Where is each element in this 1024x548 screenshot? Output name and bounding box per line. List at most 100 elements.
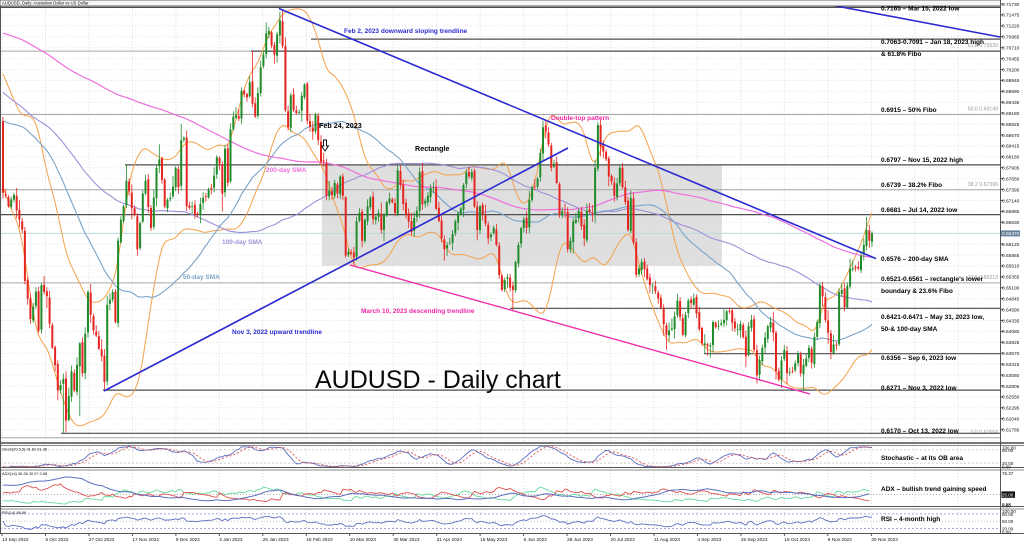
svg-text:50.00: 50.00 (1002, 519, 1014, 524)
svg-text:0.61785: 0.61785 (1002, 427, 1020, 433)
svg-text:0.71475: 0.71475 (1002, 13, 1020, 19)
svg-text:0.63825: 0.63825 (1002, 340, 1020, 346)
svg-text:0.6797 – Nov 15, 2022 high: 0.6797 – Nov 15, 2022 high (881, 157, 963, 164)
svg-text:0.6915 – 50% Fibo: 0.6915 – 50% Fibo (881, 107, 937, 114)
svg-text:4 Sep 2023: 4 Sep 2023 (697, 537, 721, 542)
svg-text:0.62295: 0.62295 (1002, 406, 1020, 412)
svg-text:26 Sep 2023: 26 Sep 2023 (741, 537, 768, 542)
svg-text:boundary & 23.6% Fibo: boundary & 23.6% Fibo (881, 288, 953, 295)
svg-text:Stoch(20,5,5) 91.62 91.36: Stoch(20,5,5) 91.62 91.36 (2, 447, 47, 452)
svg-text:Nov 3, 2022 upward trendline: Nov 3, 2022 upward trendline (232, 329, 322, 336)
svg-text:6 Jun 2023: 6 Jun 2023 (524, 537, 548, 542)
svg-text:0.64080: 0.64080 (1002, 329, 1020, 335)
svg-text:AUDUSD - Daily chart: AUDUSD - Daily chart (315, 366, 561, 394)
svg-text:0.71730: 0.71730 (1002, 2, 1020, 8)
svg-text:March 10, 2023 descending tren: March 10, 2023 descending trendline (361, 308, 475, 315)
svg-text:0.67905: 0.67905 (1002, 166, 1020, 172)
svg-text:0.63570: 0.63570 (1002, 351, 1020, 357)
svg-text:0.71220: 0.71220 (1002, 24, 1020, 30)
svg-text:0.6356 – Sep 6, 2023 low: 0.6356 – Sep 6, 2023 low (881, 355, 957, 362)
svg-text:200-day SMA: 200-day SMA (266, 167, 307, 174)
svg-text:0.67395: 0.67395 (1002, 187, 1020, 193)
svg-text:0.64590: 0.64590 (1002, 307, 1020, 313)
svg-text:0.68160: 0.68160 (1002, 155, 1020, 161)
svg-text:0.70455: 0.70455 (1002, 56, 1020, 62)
svg-text:0.6421-0.6471 – May 31, 2023 l: 0.6421-0.6471 – May 31, 2023 low, (881, 314, 984, 321)
svg-text:25 Jan 2023: 25 Jan 2023 (263, 537, 289, 542)
svg-text:0.70965: 0.70965 (1002, 35, 1020, 41)
svg-text:0.66885: 0.66885 (1002, 209, 1020, 215)
svg-text:0.63060: 0.63060 (1002, 373, 1020, 379)
svg-text:Rectangle: Rectangle (415, 144, 449, 153)
svg-text:27 Oct 2022: 27 Oct 2022 (89, 537, 115, 542)
svg-text:0.70710: 0.70710 (1002, 46, 1020, 52)
svg-text:0.69945: 0.69945 (1002, 78, 1020, 84)
svg-text:61.8 0.70630: 61.8 0.70630 (968, 43, 998, 49)
svg-text:20.00: 20.00 (1002, 461, 1014, 466)
svg-text:18 Oct 2023: 18 Oct 2023 (784, 537, 810, 542)
svg-text:100.00: 100.00 (1002, 446, 1016, 451)
svg-text:50-& 100-day SMA: 50-& 100-day SMA (881, 326, 938, 333)
svg-text:AUDUSD, Daily: Australian Dol: AUDUSD, Daily: Australian Dollar vs US D… (2, 1, 89, 6)
svg-text:80.00: 80.00 (1002, 448, 1014, 453)
svg-text:0.00: 0.00 (1002, 504, 1011, 509)
svg-text:100.00: 100.00 (1002, 509, 1016, 514)
svg-text:ADX – bullish trend gaining sp: ADX – bullish trend gaining speed (881, 486, 986, 493)
svg-text:0.6271 – Nov 3, 2022 low: 0.6271 – Nov 3, 2022 low (881, 385, 957, 392)
svg-text:17 Nov 2022: 17 Nov 2022 (132, 537, 159, 542)
svg-text:5 Oct 2022: 5 Oct 2022 (46, 537, 69, 542)
svg-text:0.65610: 0.65610 (1002, 264, 1020, 270)
svg-text:80.00: 80.00 (1002, 512, 1014, 517)
svg-text:0.68670: 0.68670 (1002, 133, 1020, 139)
svg-text:0.65865: 0.65865 (1002, 253, 1020, 259)
svg-text:0.62040: 0.62040 (1002, 417, 1020, 423)
svg-text:0.66370: 0.66370 (1002, 231, 1020, 237)
svg-text:30 Nov 2023: 30 Nov 2023 (871, 537, 898, 542)
svg-text:0.00: 0.00 (1002, 530, 1011, 535)
svg-text:0.62805: 0.62805 (1002, 384, 1020, 390)
svg-text:Feb 24, 2023: Feb 24, 2023 (319, 121, 362, 130)
svg-text:25.00: 25.00 (1002, 493, 1014, 498)
svg-text:0.6576 – 200-day SMA: 0.6576 – 200-day SMA (881, 256, 949, 263)
svg-text:9 Nov 2023: 9 Nov 2023 (828, 537, 852, 542)
svg-text:0.70200: 0.70200 (1002, 67, 1020, 73)
svg-text:3 Jan 2023: 3 Jan 2023 (219, 537, 243, 542)
svg-text:0.6681 – Jul 14, 2022 low: 0.6681 – Jul 14, 2022 low (881, 207, 958, 214)
svg-text:0.67650: 0.67650 (1002, 176, 1020, 182)
svg-text:Feb 2, 2023 downward sloping t: Feb 2, 2023 downward sloping trendline (344, 28, 468, 35)
svg-text:& 61.8% Fibo: & 61.8% Fibo (881, 51, 921, 58)
svg-text:38.2 0.67390: 38.2 0.67390 (968, 182, 998, 188)
svg-text:28 Jun 2023: 28 Jun 2023 (567, 537, 593, 542)
svg-text:0.68415: 0.68415 (1002, 144, 1020, 150)
svg-text:0.6521-0.6561 – rectangle’s lo: 0.6521-0.6561 – rectangle’s lower (881, 276, 983, 283)
svg-text:100-day SMA: 100-day SMA (222, 239, 263, 246)
svg-text:0.64335: 0.64335 (1002, 318, 1020, 324)
svg-text:16 Feb 2023: 16 Feb 2023 (306, 537, 333, 542)
svg-text:0.00: 0.00 (1002, 465, 1011, 470)
svg-text:0.66120: 0.66120 (1002, 242, 1020, 248)
svg-text:0.63315: 0.63315 (1002, 362, 1020, 368)
svg-text:ADX(14) 36.38 30.07 0.58: ADX(14) 36.38 30.07 0.58 (2, 471, 47, 476)
svg-text:0.65100: 0.65100 (1002, 286, 1020, 292)
svg-text:0.6739 – 38.2% Fibo: 0.6739 – 38.2% Fibo (881, 182, 942, 189)
svg-text:0.65355: 0.65355 (1002, 275, 1020, 281)
svg-text:0.69690: 0.69690 (1002, 89, 1020, 95)
svg-text:Stochastic – at its OB area: Stochastic – at its OB area (881, 455, 963, 462)
svg-text:9 Dec 2022: 9 Dec 2022 (176, 537, 200, 542)
svg-text:0.66630: 0.66630 (1002, 220, 1020, 226)
svg-text:0.6170 – Oct 13, 2022 low: 0.6170 – Oct 13, 2022 low (881, 428, 960, 435)
svg-text:20.00: 20.00 (1002, 527, 1014, 532)
svg-text:0.69180: 0.69180 (1002, 111, 1020, 117)
svg-text:30 Mar 2023: 30 Mar 2023 (393, 537, 420, 542)
svg-text:21 Apr 2023: 21 Apr 2023 (437, 537, 463, 542)
svg-text:76.37: 76.37 (1002, 471, 1014, 476)
svg-text:0.64845: 0.64845 (1002, 297, 1020, 303)
svg-text:0.7063-0.7091 – Jan 18, 2023 h: 0.7063-0.7091 – Jan 18, 2023 high (881, 39, 984, 46)
svg-text:0.69435: 0.69435 (1002, 100, 1020, 106)
svg-text:Double-top pattern: Double-top pattern (551, 115, 609, 122)
svg-text:RSI(14) 66.89: RSI(14) 66.89 (2, 510, 26, 515)
svg-text:0.62550: 0.62550 (1002, 395, 1020, 401)
svg-text:15 May 2023: 15 May 2023 (480, 537, 507, 542)
svg-text:0.67140: 0.67140 (1002, 198, 1020, 204)
svg-text:0.7165 – Mar 15, 2022 low: 0.7165 – Mar 15, 2022 low (881, 6, 960, 13)
